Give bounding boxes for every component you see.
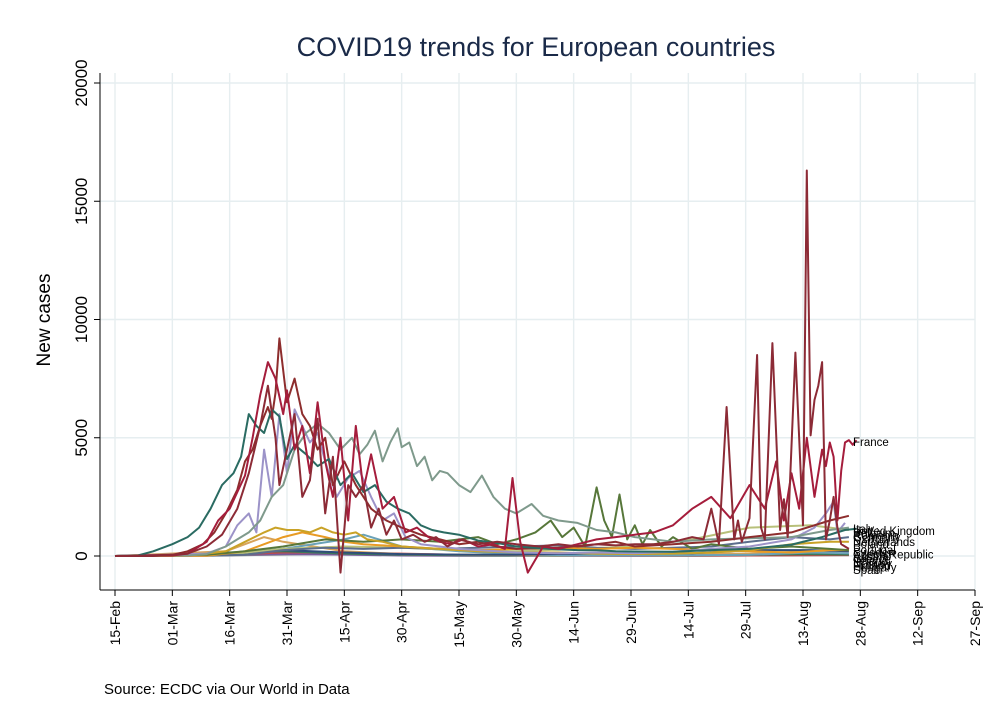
x-tick-label: 27-Sep <box>967 601 983 646</box>
x-tick-label: 29-Jun <box>623 601 639 644</box>
x-tick-label: 15-Feb <box>107 601 123 646</box>
series-line-belgium <box>114 408 846 557</box>
series-line-sweden <box>114 486 849 557</box>
series-line-italy <box>114 408 857 557</box>
x-tick-label: 15-May <box>451 601 467 648</box>
end-label-poland: Poland <box>853 539 889 551</box>
end-label-italy: Italy <box>853 524 874 536</box>
series-line-germany <box>114 337 850 557</box>
series-line-netherlands <box>114 526 849 557</box>
end-label-belgium: Belgium <box>853 528 895 540</box>
series-line-ireland <box>114 533 849 557</box>
y-tick-label: 10000 <box>72 296 91 343</box>
end-label-netherlands: Netherlands <box>853 537 915 549</box>
end-label-czech-republic: Czech Republic <box>853 550 934 562</box>
series-line-united-kingdom <box>114 422 850 557</box>
x-tick-label: 14-Jun <box>566 601 582 644</box>
series-lines <box>114 169 858 574</box>
end-label-portugal: Portugal <box>853 545 896 557</box>
end-label-norway: Norway <box>853 558 892 570</box>
x-tick-label: 14-Jul <box>680 601 696 639</box>
end-label-finland: Finland <box>853 561 891 573</box>
x-tick-label: 12-Sep <box>910 601 926 646</box>
x-tick-label: 16-Mar <box>222 601 238 646</box>
end-label-austria: Austria <box>853 552 889 564</box>
axes: 0 5000 10000 15000 20000 15-Feb 01-Mar 16-Mar 31… <box>72 59 983 647</box>
end-label-sweden: Sweden <box>853 547 895 559</box>
source-note: Source: ECDC via Our World in Data <box>104 681 350 698</box>
series-line-france <box>115 169 850 574</box>
end-label-greece: Greece <box>853 554 891 566</box>
end-label-hungary: Hungary <box>853 563 897 575</box>
x-tick-label: 30-May <box>508 601 524 648</box>
chart-title: COVID19 trends for European countries <box>297 32 776 62</box>
x-tick-label: 29-Jul <box>738 601 754 639</box>
x-tick-label: 01-Mar <box>164 601 180 646</box>
end-label-spain: Spain <box>853 565 882 577</box>
series-line-romania <box>114 524 850 557</box>
x-tick-label: 28-Aug <box>852 601 868 646</box>
x-tick-label: 31-Mar <box>279 601 295 646</box>
end-label-ireland: Ireland <box>853 556 888 568</box>
end-label-romania: Romania <box>853 530 900 542</box>
y-axis-label: New cases <box>34 274 55 367</box>
x-tick-label: 15-Apr <box>336 601 352 643</box>
y-tick-label: 15000 <box>72 178 91 225</box>
end-label-france: France <box>853 437 889 449</box>
y-tick-label: 0 <box>72 551 91 560</box>
y-tick-label: 20000 <box>72 59 91 106</box>
end-label-germany: Germany <box>853 533 901 545</box>
y-tick-label: 5000 <box>72 419 91 457</box>
x-tick-label: 13-Aug <box>795 601 811 646</box>
x-tick-label: 30-Apr <box>394 601 410 643</box>
series-line-spain <box>114 361 858 574</box>
end-label-united-kingdom: United Kingdom <box>853 526 935 538</box>
